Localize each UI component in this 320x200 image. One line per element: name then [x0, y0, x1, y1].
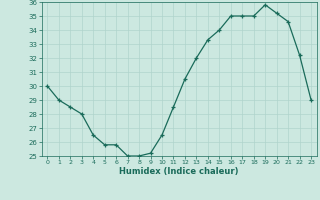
X-axis label: Humidex (Indice chaleur): Humidex (Indice chaleur): [119, 167, 239, 176]
